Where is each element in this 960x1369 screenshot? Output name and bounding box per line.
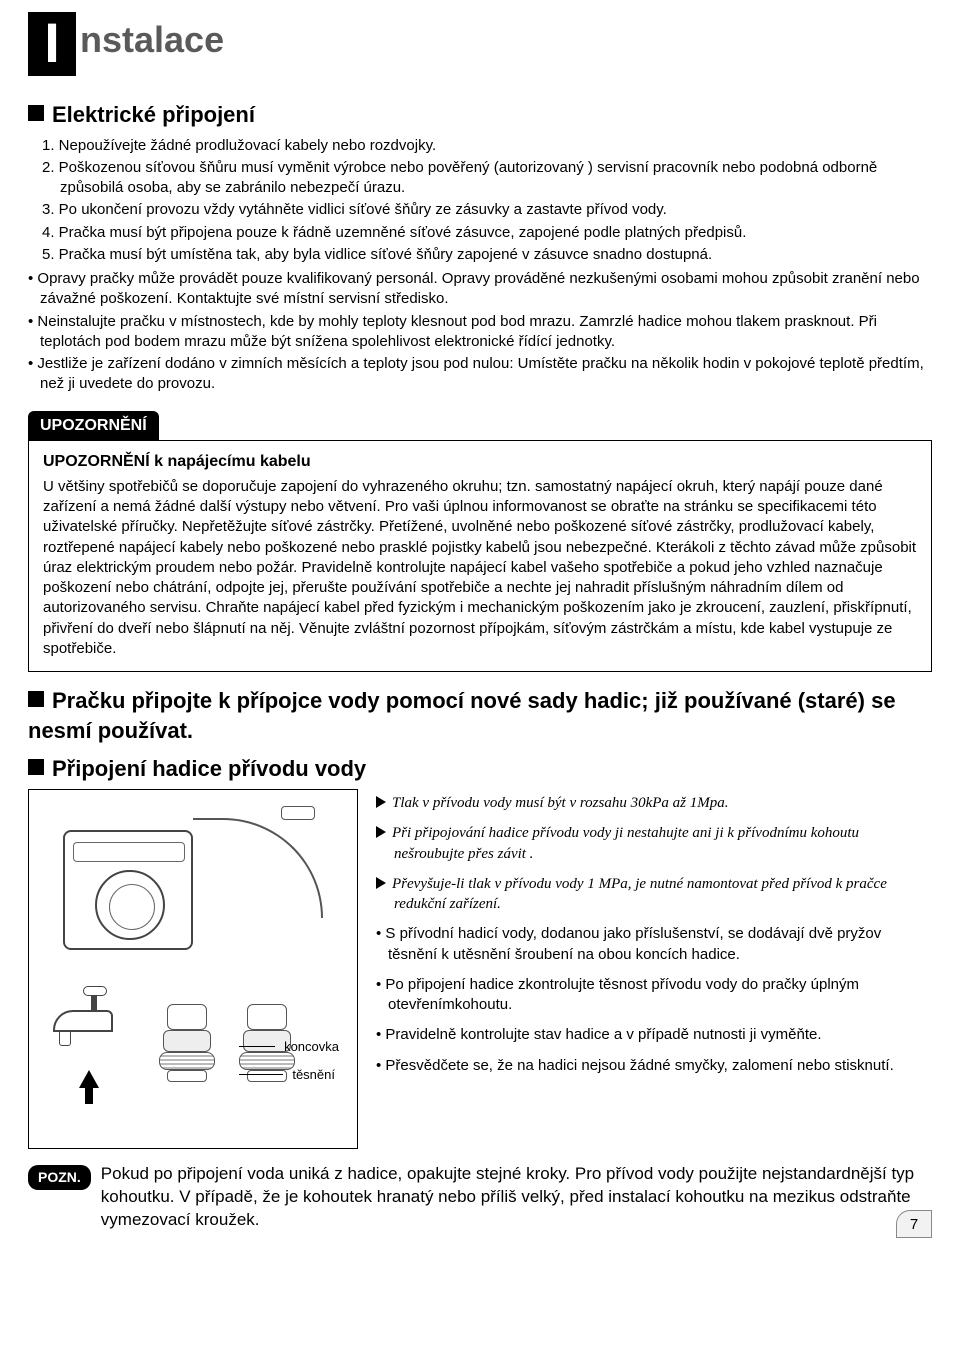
washer-icon: [63, 830, 193, 950]
list-item: • Opravy pračky může provádět pouze kval…: [28, 269, 932, 310]
warning-body: U většiny spotřebičů se doporučuje zapoj…: [43, 477, 917, 659]
list-item: • Po připojení hadice zkontrolujte těsno…: [376, 975, 932, 1016]
list-item: 3. Po ukončení provozu vždy vytáhněte vi…: [42, 200, 932, 220]
list-item: Při připojování hadice přívodu vody ji n…: [376, 823, 932, 864]
triangle-list: Tlak v přívodu vody musí být v rozsahu 3…: [376, 793, 932, 914]
diagram-label-tesneni: těsnění: [292, 1066, 335, 1084]
list-item: • S přívodní hadicí vody, dodanou jako p…: [376, 924, 932, 965]
warning-subtitle: UPOZORNĚNÍ k napájecímu kabelu: [43, 451, 917, 473]
faucet-icon: [281, 806, 315, 820]
diagram-label-koncovka: koncovka: [284, 1038, 339, 1056]
section-electrical-heading: Elektrické připojení: [28, 100, 932, 130]
warning-tab: UPOZORNĚNÍ: [28, 411, 159, 441]
note-tab: POZN.: [28, 1165, 91, 1190]
list-item-text: Při připojování hadice přívodu vody ji n…: [392, 825, 859, 861]
list-item: 4. Pračka musí být připojena pouze k řád…: [42, 223, 932, 243]
section-water-heading-text: Pračku připojte k přípojce vody pomocí n…: [28, 688, 896, 743]
list-item: Tlak v přívodu vody musí být v rozsahu 3…: [376, 793, 932, 813]
list-item: Převyšuje-li tlak v přívodu vody 1 MPa, …: [376, 874, 932, 915]
note-text: Pokud po připojení voda uniká z hadice, …: [101, 1163, 932, 1232]
title-rest: nstalace: [80, 12, 224, 68]
list-item: 2. Poškozenou síťovou šňůru musí vyměnit…: [42, 158, 932, 199]
bullet-list: • Opravy pračky může provádět pouze kval…: [28, 269, 932, 395]
list-item: 1. Nepoužívejte žádné prodlužovací kabel…: [42, 136, 932, 156]
hose-icon: [193, 818, 323, 918]
tap-icon: [53, 992, 123, 1046]
list-item: • Neinstalujte pračku v místnostech, kde…: [28, 312, 932, 353]
page-title: I nstalace: [28, 12, 932, 76]
list-item: • Přesvědčete se, že na hadici nejsou žá…: [376, 1056, 932, 1076]
dot-list: • S přívodní hadicí vody, dodanou jako p…: [376, 924, 932, 1076]
list-item: 5. Pračka musí být umístěna tak, aby byl…: [42, 245, 932, 265]
hose-diagram: koncovka těsnění: [28, 789, 358, 1149]
section-electrical-heading-text: Elektrické připojení: [52, 102, 255, 127]
section-hose-heading-text: Připojení hadice přívodu vody: [52, 756, 366, 781]
section-hose-heading: Připojení hadice přívodu vody: [28, 754, 932, 784]
title-first-letter: I: [28, 12, 76, 76]
arrow-up-icon: [79, 1070, 99, 1088]
list-item: • Pravidelně kontrolujte stav hadice a v…: [376, 1025, 932, 1045]
list-item-text: Tlak v přívodu vody musí být v rozsahu 3…: [392, 795, 728, 811]
section-water-heading: Pračku připojte k přípojce vody pomocí n…: [28, 686, 932, 745]
list-item: • Jestliže je zařízení dodáno v zimních …: [28, 354, 932, 395]
list-item-text: Převyšuje-li tlak v přívodu vody 1 MPa, …: [392, 876, 887, 912]
coupling-icon: [159, 1004, 215, 1084]
numbered-list: 1. Nepoužívejte žádné prodlužovací kabel…: [42, 136, 932, 266]
warning-box: UPOZORNĚNÍ k napájecímu kabelu U většiny…: [28, 440, 932, 672]
